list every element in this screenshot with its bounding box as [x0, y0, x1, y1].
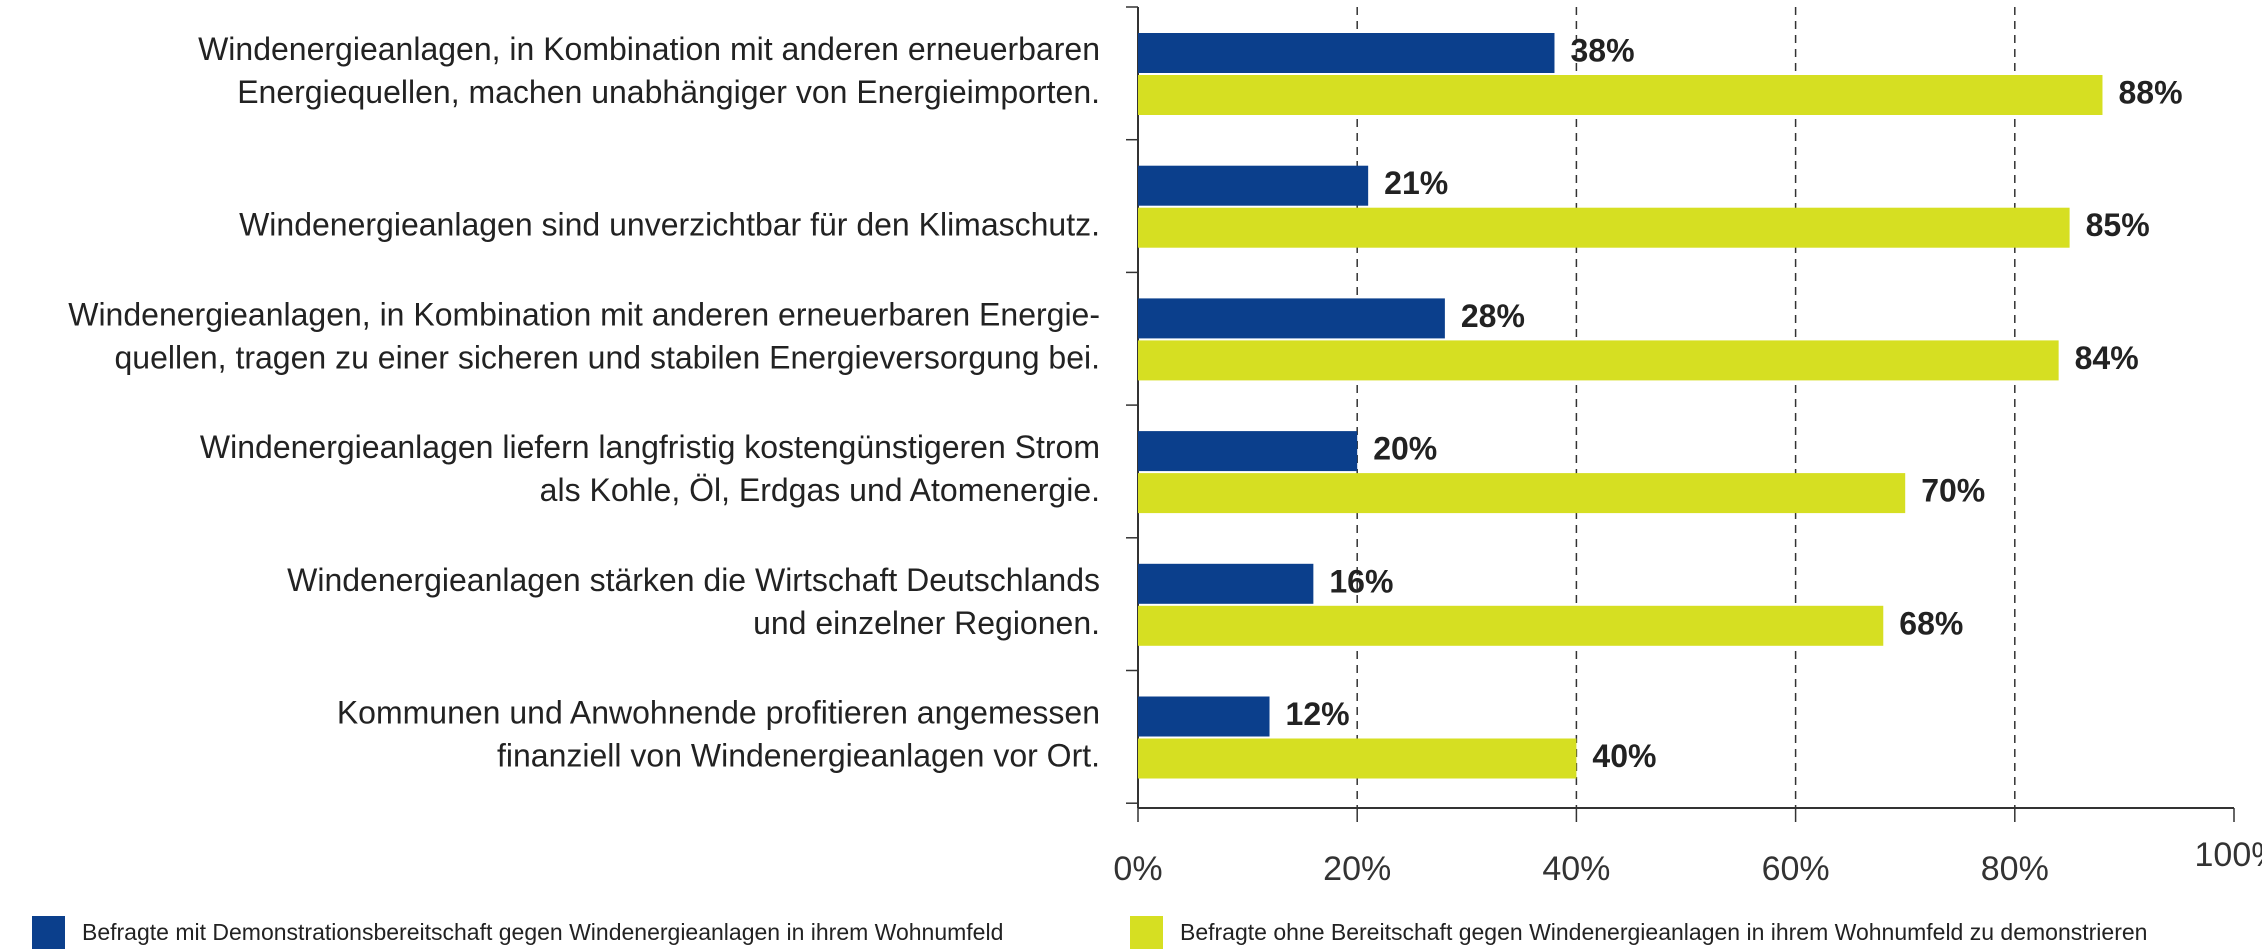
- category-line: Windenergieanlagen, in Kombination mit a…: [198, 31, 1100, 67]
- bar: [1138, 738, 1577, 779]
- bar: [1138, 340, 2059, 381]
- category-line: Energiequellen, machen unabhängiger von …: [237, 74, 1100, 110]
- x-tick-label: 100%: [2195, 836, 2262, 874]
- bar: [1138, 298, 1445, 339]
- category-label: Windenergieanlagen, in Kombination mit a…: [68, 297, 1100, 376]
- legend-swatch: [32, 916, 65, 949]
- x-tick-label: 80%: [1981, 850, 2049, 888]
- bar: [1138, 563, 1314, 604]
- value-label: 12%: [1286, 696, 1350, 732]
- value-label: 20%: [1373, 431, 1437, 467]
- category-line: quellen, tragen zu einer sicheren und st…: [114, 340, 1100, 376]
- value-label: 88%: [2118, 74, 2182, 110]
- bar: [1138, 605, 1884, 646]
- value-label: 68%: [1899, 605, 1963, 641]
- category-line: Windenergieanlagen, in Kombination mit a…: [68, 297, 1100, 333]
- legend-label: Befragte ohne Bereitschaft gegen Windene…: [1180, 919, 2147, 945]
- value-label: 85%: [2086, 207, 2150, 243]
- value-label: 21%: [1384, 165, 1448, 201]
- bar: [1138, 33, 1555, 73]
- bar: [1138, 431, 1358, 472]
- x-tick-label: 0%: [1113, 850, 1162, 888]
- x-tick-label: 40%: [1542, 850, 1610, 888]
- category-line: finanziell von Windenergieanlagen vor Or…: [497, 738, 1100, 774]
- bar: [1138, 473, 1906, 514]
- legend-swatch: [1130, 916, 1163, 949]
- category-label: Windenergieanlagen liefern langfristig k…: [200, 430, 1100, 509]
- value-label: 38%: [1570, 32, 1634, 68]
- category-label: Kommunen und Anwohnende profitieren ange…: [337, 695, 1100, 774]
- value-label: 70%: [1921, 473, 1985, 509]
- bar: [1138, 696, 1270, 737]
- value-label: 16%: [1329, 563, 1393, 599]
- x-tick-label: 20%: [1323, 850, 1391, 888]
- value-label: 40%: [1592, 738, 1656, 774]
- category-label: Windenergieanlagen sind unverzichtbar fü…: [239, 207, 1100, 243]
- bar: [1138, 165, 1369, 206]
- category-line: Windenergieanlagen stärken die Wirtschaf…: [287, 562, 1100, 598]
- category-line: Windenergieanlagen sind unverzichtbar fü…: [239, 207, 1100, 243]
- category-line: Kommunen und Anwohnende profitieren ange…: [337, 695, 1100, 731]
- category-line: und einzelner Regionen.: [753, 605, 1100, 641]
- legend-label: Befragte mit Demonstrationsbereitschaft …: [82, 919, 1003, 945]
- value-label: 84%: [2075, 340, 2139, 376]
- value-label: 28%: [1461, 298, 1525, 334]
- x-tick-label: 60%: [1762, 850, 1830, 888]
- bar: [1138, 75, 2103, 115]
- category-label: Windenergieanlagen, in Kombination mit a…: [198, 31, 1100, 110]
- bar: [1138, 207, 2070, 248]
- category-line: Windenergieanlagen liefern langfristig k…: [200, 430, 1100, 466]
- category-line: als Kohle, Öl, Erdgas und Atomenergie.: [540, 473, 1100, 509]
- category-label: Windenergieanlagen stärken die Wirtschaf…: [287, 562, 1100, 641]
